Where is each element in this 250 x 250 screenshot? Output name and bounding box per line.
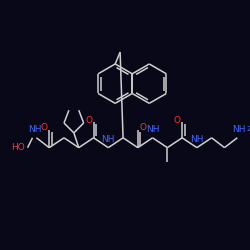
Text: 2: 2 xyxy=(247,126,250,132)
Text: NH: NH xyxy=(102,135,115,144)
Text: O: O xyxy=(85,116,92,124)
Text: NH: NH xyxy=(28,126,41,134)
Text: O: O xyxy=(41,124,48,132)
Text: HO: HO xyxy=(11,143,24,152)
Text: NH: NH xyxy=(190,135,204,144)
Text: O: O xyxy=(174,116,181,124)
Text: NH: NH xyxy=(146,126,159,134)
Text: O: O xyxy=(139,124,146,132)
Text: NH: NH xyxy=(232,126,246,134)
